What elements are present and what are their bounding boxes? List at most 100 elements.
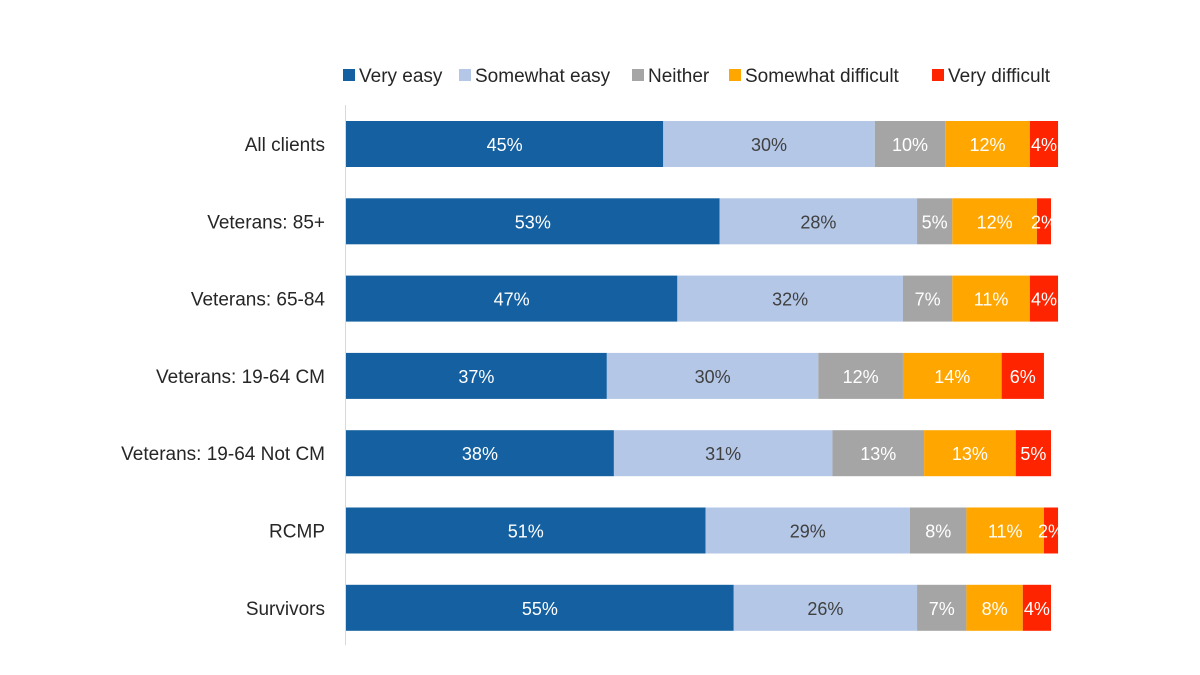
legend-item-neither: Neither	[632, 66, 710, 87]
data-label-very-difficult: 2%	[1038, 522, 1064, 542]
bar-segment-very-difficult	[1036, 198, 1051, 245]
category-label-survivors: Survivors	[246, 599, 325, 620]
legend-label-very-difficult: Very difficult	[948, 66, 1051, 87]
data-label-neither: 5%	[922, 212, 948, 232]
data-label-very-difficult: 2%	[1031, 212, 1057, 232]
bars-area: 45% 30% 10% 12% 4% 53% 28% 5% 12% 2% 47% 32% 7% 11% 4%…	[346, 121, 1064, 631]
legend-item-very-difficult: Very difficult	[932, 66, 1051, 87]
data-label-neither: 13%	[860, 444, 896, 464]
legend-swatch-somewhat-difficult	[729, 69, 741, 81]
data-label-very-easy: 37%	[458, 367, 494, 387]
bar-segment-very-easy	[346, 198, 720, 245]
bar-segment-somewhat-difficult	[952, 275, 1030, 322]
bar-segment-very-difficult	[1015, 430, 1051, 477]
data-label-very-difficult: 4%	[1031, 135, 1057, 155]
data-label-somewhat-difficult: 13%	[952, 444, 988, 464]
data-label-somewhat-easy: 28%	[800, 212, 836, 232]
data-label-neither: 7%	[929, 599, 955, 619]
bar-segment-somewhat-easy	[705, 507, 910, 554]
bar-segment-neither	[832, 430, 925, 477]
legend-swatch-very-easy	[343, 69, 355, 81]
data-label-somewhat-easy: 26%	[807, 599, 843, 619]
bar-segment-neither	[874, 121, 946, 167]
bar-segment-very-easy	[346, 507, 706, 554]
legend-item-somewhat-easy: Somewhat easy	[459, 66, 611, 87]
category-label-all-clients: All clients	[245, 135, 325, 156]
bar-segment-very-easy	[346, 275, 678, 322]
category-label-rcmp: RCMP	[269, 522, 325, 543]
legend-item-very-easy: Very easy	[343, 66, 443, 87]
data-label-somewhat-difficult: 11%	[974, 290, 1009, 310]
bar-segment-somewhat-difficult	[952, 198, 1037, 245]
category-axis-labels: All clients Veterans: 85+ Veterans: 65-84 V…	[121, 135, 325, 620]
bar-segment-somewhat-easy	[677, 275, 903, 322]
data-label-somewhat-difficult: 12%	[977, 212, 1013, 232]
bar-segment-very-difficult	[1029, 275, 1059, 322]
legend-swatch-somewhat-easy	[459, 69, 471, 81]
data-label-somewhat-difficult: 8%	[982, 599, 1008, 619]
legend-swatch-neither	[632, 69, 644, 81]
data-label-neither: 12%	[843, 367, 879, 387]
bar-segment-somewhat-easy	[719, 198, 918, 245]
bar-segment-very-easy	[346, 430, 614, 477]
bar-segment-neither	[917, 198, 953, 245]
category-label-veterans-19-64-not-cm: Veterans: 19-64 Not CM	[121, 444, 325, 465]
data-label-neither: 8%	[925, 522, 951, 542]
bar-segment-somewhat-difficult	[902, 352, 1002, 399]
bar-segment-somewhat-easy	[606, 352, 819, 399]
legend-label-somewhat-difficult: Somewhat difficult	[745, 66, 900, 87]
data-label-neither: 10%	[892, 135, 928, 155]
bar-segment-very-easy	[346, 584, 734, 631]
bar-segment-neither	[818, 352, 903, 399]
bar-segment-neither	[917, 584, 967, 631]
data-label-somewhat-difficult: 11%	[988, 522, 1023, 542]
data-label-very-difficult: 6%	[1010, 367, 1036, 387]
bar-segment-somewhat-easy	[663, 121, 875, 167]
data-label-somewhat-easy: 30%	[751, 135, 787, 155]
data-label-somewhat-difficult: 14%	[934, 367, 970, 387]
legend-item-somewhat-difficult: Somewhat difficult	[729, 66, 900, 87]
bar-segment-somewhat-difficult	[966, 507, 1044, 554]
bar-segment-very-difficult	[1029, 121, 1059, 167]
data-label-very-difficult: 4%	[1024, 599, 1050, 619]
bar-segment-very-difficult	[1001, 352, 1044, 399]
bar-row-veterans-19-64-cm: 37% 30% 12% 14% 6%	[346, 352, 1044, 399]
data-label-somewhat-easy: 31%	[705, 444, 741, 464]
data-label-somewhat-easy: 29%	[790, 522, 826, 542]
legend-label-somewhat-easy: Somewhat easy	[475, 66, 611, 87]
category-label-veterans-19-64-cm: Veterans: 19-64 CM	[156, 367, 325, 388]
bar-segment-somewhat-easy	[613, 430, 833, 477]
bar-segment-very-easy	[346, 352, 607, 399]
data-label-somewhat-easy: 32%	[772, 290, 808, 310]
data-label-very-easy: 55%	[522, 599, 558, 619]
bar-segment-somewhat-difficult	[945, 121, 1030, 167]
data-label-very-difficult: 4%	[1031, 290, 1057, 310]
bar-segment-somewhat-difficult	[924, 430, 1016, 477]
data-label-somewhat-easy: 30%	[695, 367, 731, 387]
legend-label-neither: Neither	[648, 66, 710, 87]
data-label-very-easy: 53%	[515, 212, 551, 232]
bar-row-veterans-65-84: 47% 32% 7% 11% 4%	[346, 275, 1059, 322]
data-label-neither: 7%	[915, 290, 941, 310]
data-label-very-difficult: 5%	[1020, 444, 1046, 464]
data-label-very-easy: 38%	[462, 444, 498, 464]
bar-segment-very-difficult	[1022, 584, 1051, 631]
bar-row-veterans-19-64-not-cm: 38% 31% 13% 13% 5%	[346, 430, 1051, 477]
data-label-very-easy: 47%	[494, 290, 530, 310]
category-label-veterans-85: Veterans: 85+	[207, 212, 325, 233]
bar-row-survivors: 55% 26% 7% 8% 4%	[346, 584, 1051, 631]
bar-segment-somewhat-difficult	[966, 584, 1023, 631]
bar-row-all-clients: 45% 30% 10% 12% 4%	[346, 121, 1059, 167]
legend-label-very-easy: Very easy	[359, 66, 443, 87]
bar-segment-neither	[902, 275, 953, 322]
category-label-veterans-65-84: Veterans: 65-84	[191, 290, 326, 311]
bar-row-veterans-85: 53% 28% 5% 12% 2%	[346, 198, 1057, 245]
bar-segment-neither	[910, 507, 967, 554]
data-label-very-easy: 51%	[508, 522, 544, 542]
bar-segment-very-difficult	[1043, 507, 1059, 554]
bar-row-rcmp: 51% 29% 8% 11% 2%	[346, 507, 1064, 554]
bar-segment-somewhat-easy	[733, 584, 918, 631]
legend-swatch-very-difficult	[932, 69, 944, 81]
